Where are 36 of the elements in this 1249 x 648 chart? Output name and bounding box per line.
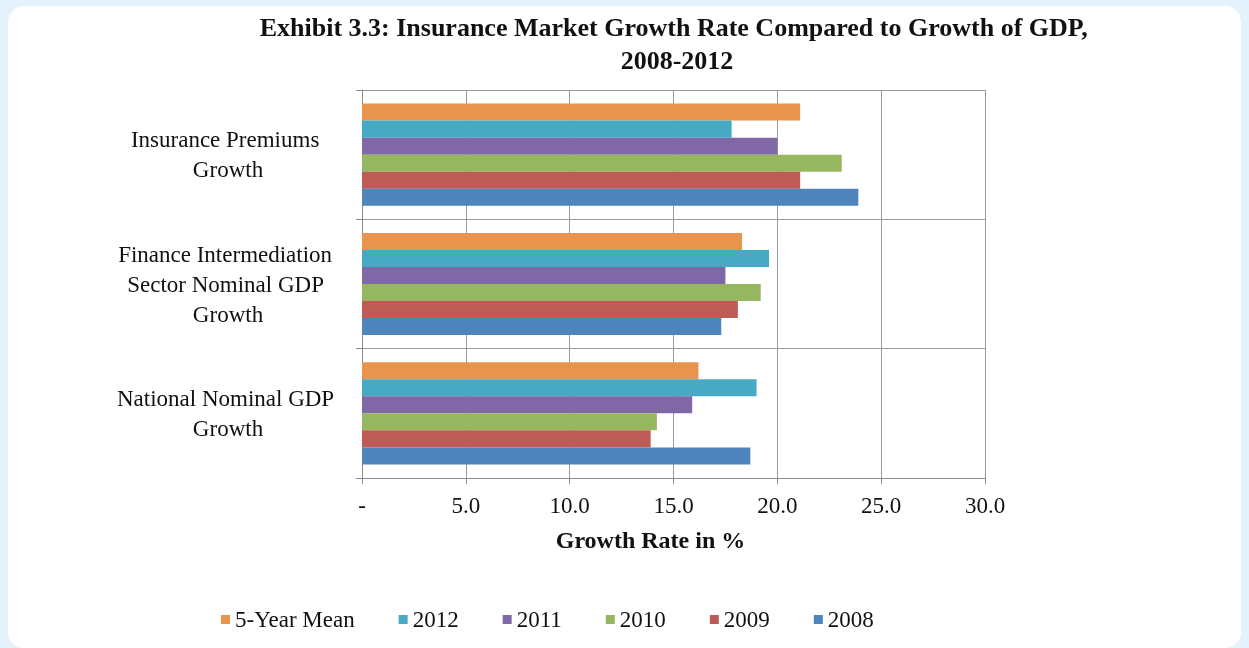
- legend-label: 2011: [516, 607, 562, 632]
- bar: [362, 430, 651, 448]
- legend-label: 2008: [827, 607, 874, 632]
- bar: [362, 413, 657, 431]
- bar: [362, 154, 842, 172]
- bar: [362, 266, 726, 284]
- x-tick-label: 25.0: [861, 493, 902, 518]
- bar: [362, 188, 859, 206]
- bar: [362, 318, 722, 336]
- bar: [362, 396, 693, 414]
- legend-label: 2012: [412, 607, 459, 632]
- y-tick-label: National Nominal GDP Growth: [116, 385, 340, 441]
- legend-label: 2010: [619, 607, 666, 632]
- x-tick-label: 15.0: [653, 493, 694, 518]
- legend-label: 2009: [723, 607, 770, 632]
- bar: [362, 232, 743, 250]
- x-tick-label: 5.0: [451, 493, 481, 518]
- bar: [362, 171, 801, 189]
- bar: [362, 120, 732, 138]
- chart-title: Exhibit 3.3: Insurance Market Growth Rate Compared to Growth of GDP, 2008-2012: [259, 13, 1095, 75]
- bar: [362, 284, 761, 302]
- x-tick-label: 30.0: [964, 493, 1006, 518]
- bar: [362, 249, 770, 267]
- legend-label: 5-Year Mean: [235, 607, 356, 632]
- x-tick-label: -: [358, 493, 366, 518]
- bar: [362, 137, 778, 155]
- y-tick-label: Insurance Premiums Growth: [130, 127, 326, 183]
- x-tick-label: 20.0: [757, 493, 798, 518]
- bar: [362, 301, 738, 319]
- x-axis-title: Growth Rate in %: [555, 527, 746, 553]
- bar: [362, 447, 751, 465]
- x-tick-label: 10.0: [549, 493, 590, 518]
- bar: [362, 362, 699, 380]
- bar: [362, 379, 757, 397]
- y-tick-label: Finance Intermediation Sector Nominal GDP Growth: [118, 241, 338, 327]
- bar: [362, 103, 801, 121]
